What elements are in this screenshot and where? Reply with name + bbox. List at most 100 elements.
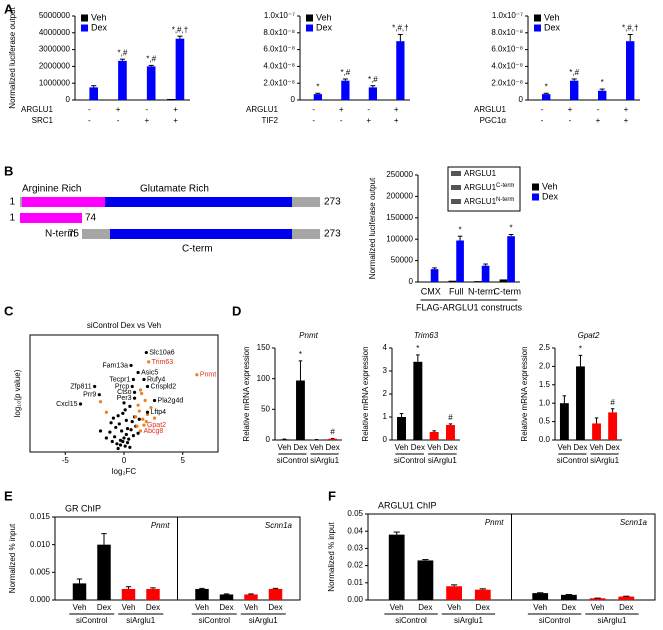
point: [137, 409, 141, 413]
bar: [417, 560, 434, 600]
point: [118, 438, 123, 442]
x-tick-label: Dex: [562, 603, 576, 612]
point: [108, 430, 112, 434]
y-tick-label: 2: [383, 389, 388, 398]
construct-label: N-term: [45, 229, 76, 240]
point: [145, 412, 150, 417]
point: [127, 437, 131, 441]
residue-label: 273: [324, 229, 341, 240]
x-tick-label: Veh: [195, 603, 209, 612]
point: [135, 424, 139, 428]
bar: [626, 41, 635, 100]
panel-label: A: [4, 1, 14, 16]
bar: [80, 99, 90, 100]
x-tick-label: Veh: [557, 443, 571, 452]
bar: [341, 80, 350, 100]
y-tick-label: 4.0x10⁻⁸: [263, 62, 295, 71]
x-tick-label: C-term: [494, 286, 522, 296]
gene-label: Fam13a: [102, 362, 128, 369]
point: [104, 436, 108, 440]
x-tick-label: Dex: [606, 443, 620, 452]
significance-label: *: [316, 82, 319, 91]
bar: [219, 594, 234, 600]
point: [122, 436, 126, 440]
y-tick-label: 8.0x10⁻⁸: [491, 28, 523, 37]
bar: [97, 544, 111, 600]
point: [109, 421, 113, 425]
y-tick-label: 0.005: [30, 567, 51, 576]
x-tick-label: Veh: [390, 603, 404, 612]
chart-title: GR ChIP: [65, 503, 101, 513]
bar: [474, 281, 482, 282]
gene-point: [136, 370, 140, 375]
gene-point: [142, 377, 146, 382]
bar: [570, 80, 579, 100]
y-tick-label: 0.015: [30, 512, 51, 521]
residue-label: 1: [9, 197, 15, 208]
bar: [532, 593, 549, 600]
gene-label: Tecpr1: [109, 376, 130, 383]
group-label: siControl: [277, 456, 309, 465]
bar: [559, 403, 569, 440]
y-tick-label: 0.0: [539, 435, 551, 444]
bar: [542, 94, 551, 100]
legend-swatch: [81, 14, 88, 22]
gene-label: Ctso: [117, 389, 132, 396]
point: [128, 445, 132, 449]
point: [125, 441, 130, 445]
significance-label: #: [610, 398, 615, 407]
y-tick-label: 3: [383, 366, 388, 375]
x-tick-label: Dex: [443, 443, 457, 452]
gene-point: [132, 390, 137, 394]
x-tick-label: Dex: [293, 443, 307, 452]
residue-label: 75: [68, 229, 80, 240]
bar: [445, 425, 455, 440]
y-tick-label: 4000000: [39, 28, 71, 37]
group-label: siControl: [76, 616, 108, 625]
condition-sign: +: [173, 116, 178, 125]
y-tick-label: 1: [383, 412, 388, 421]
x-tick-label: 5: [181, 456, 186, 465]
gene-label: Pnmt: [200, 372, 216, 379]
gene-point: [145, 410, 150, 414]
x-tick-label: Dex: [326, 443, 340, 452]
x-tick-label: Veh: [122, 603, 136, 612]
group-label: siArglu1: [428, 456, 457, 465]
gene-label: Prr9: [83, 392, 96, 399]
gene-point: [129, 363, 133, 368]
blot-label-text: ARGLU1: [464, 169, 497, 178]
point: [124, 418, 128, 423]
condition-sign: +: [394, 105, 399, 114]
point: [149, 405, 153, 410]
point: [120, 429, 124, 433]
bar: [388, 534, 405, 600]
group-label: siArglu1: [310, 456, 339, 465]
condition-sign: -: [146, 105, 149, 114]
panel-label: B: [4, 163, 13, 178]
y-axis-label: Normalized luciferase output: [8, 7, 17, 109]
condition-sign: -: [367, 105, 370, 114]
point: [141, 417, 145, 421]
legend-swatch: [306, 14, 313, 22]
point: [138, 388, 143, 392]
y-tick-label: 250000: [386, 170, 413, 179]
group-label: siControl: [539, 616, 571, 625]
point: [111, 416, 116, 420]
y-tick-label: 0.5: [539, 417, 551, 426]
point: [129, 428, 133, 432]
point: [123, 408, 127, 412]
x-tick-label: -5: [62, 456, 70, 465]
x-tick-label: Veh: [447, 603, 461, 612]
y-tick-label: 100: [257, 374, 271, 383]
point: [136, 431, 140, 435]
facet-title: Scnn1a: [620, 518, 648, 527]
point: [115, 442, 119, 446]
domain-diagram: Arginine Rich Glutamate Rich 1 273 1 74 …: [9, 184, 341, 255]
gene-point: [131, 377, 135, 382]
x-tick-label: Veh: [277, 443, 291, 452]
y-tick-label: 2000000: [39, 62, 71, 71]
bar: [481, 265, 490, 282]
x-tick-label: Full: [449, 286, 464, 296]
point: [137, 417, 141, 421]
chart-title: ARGLU1 ChIP: [378, 500, 437, 510]
